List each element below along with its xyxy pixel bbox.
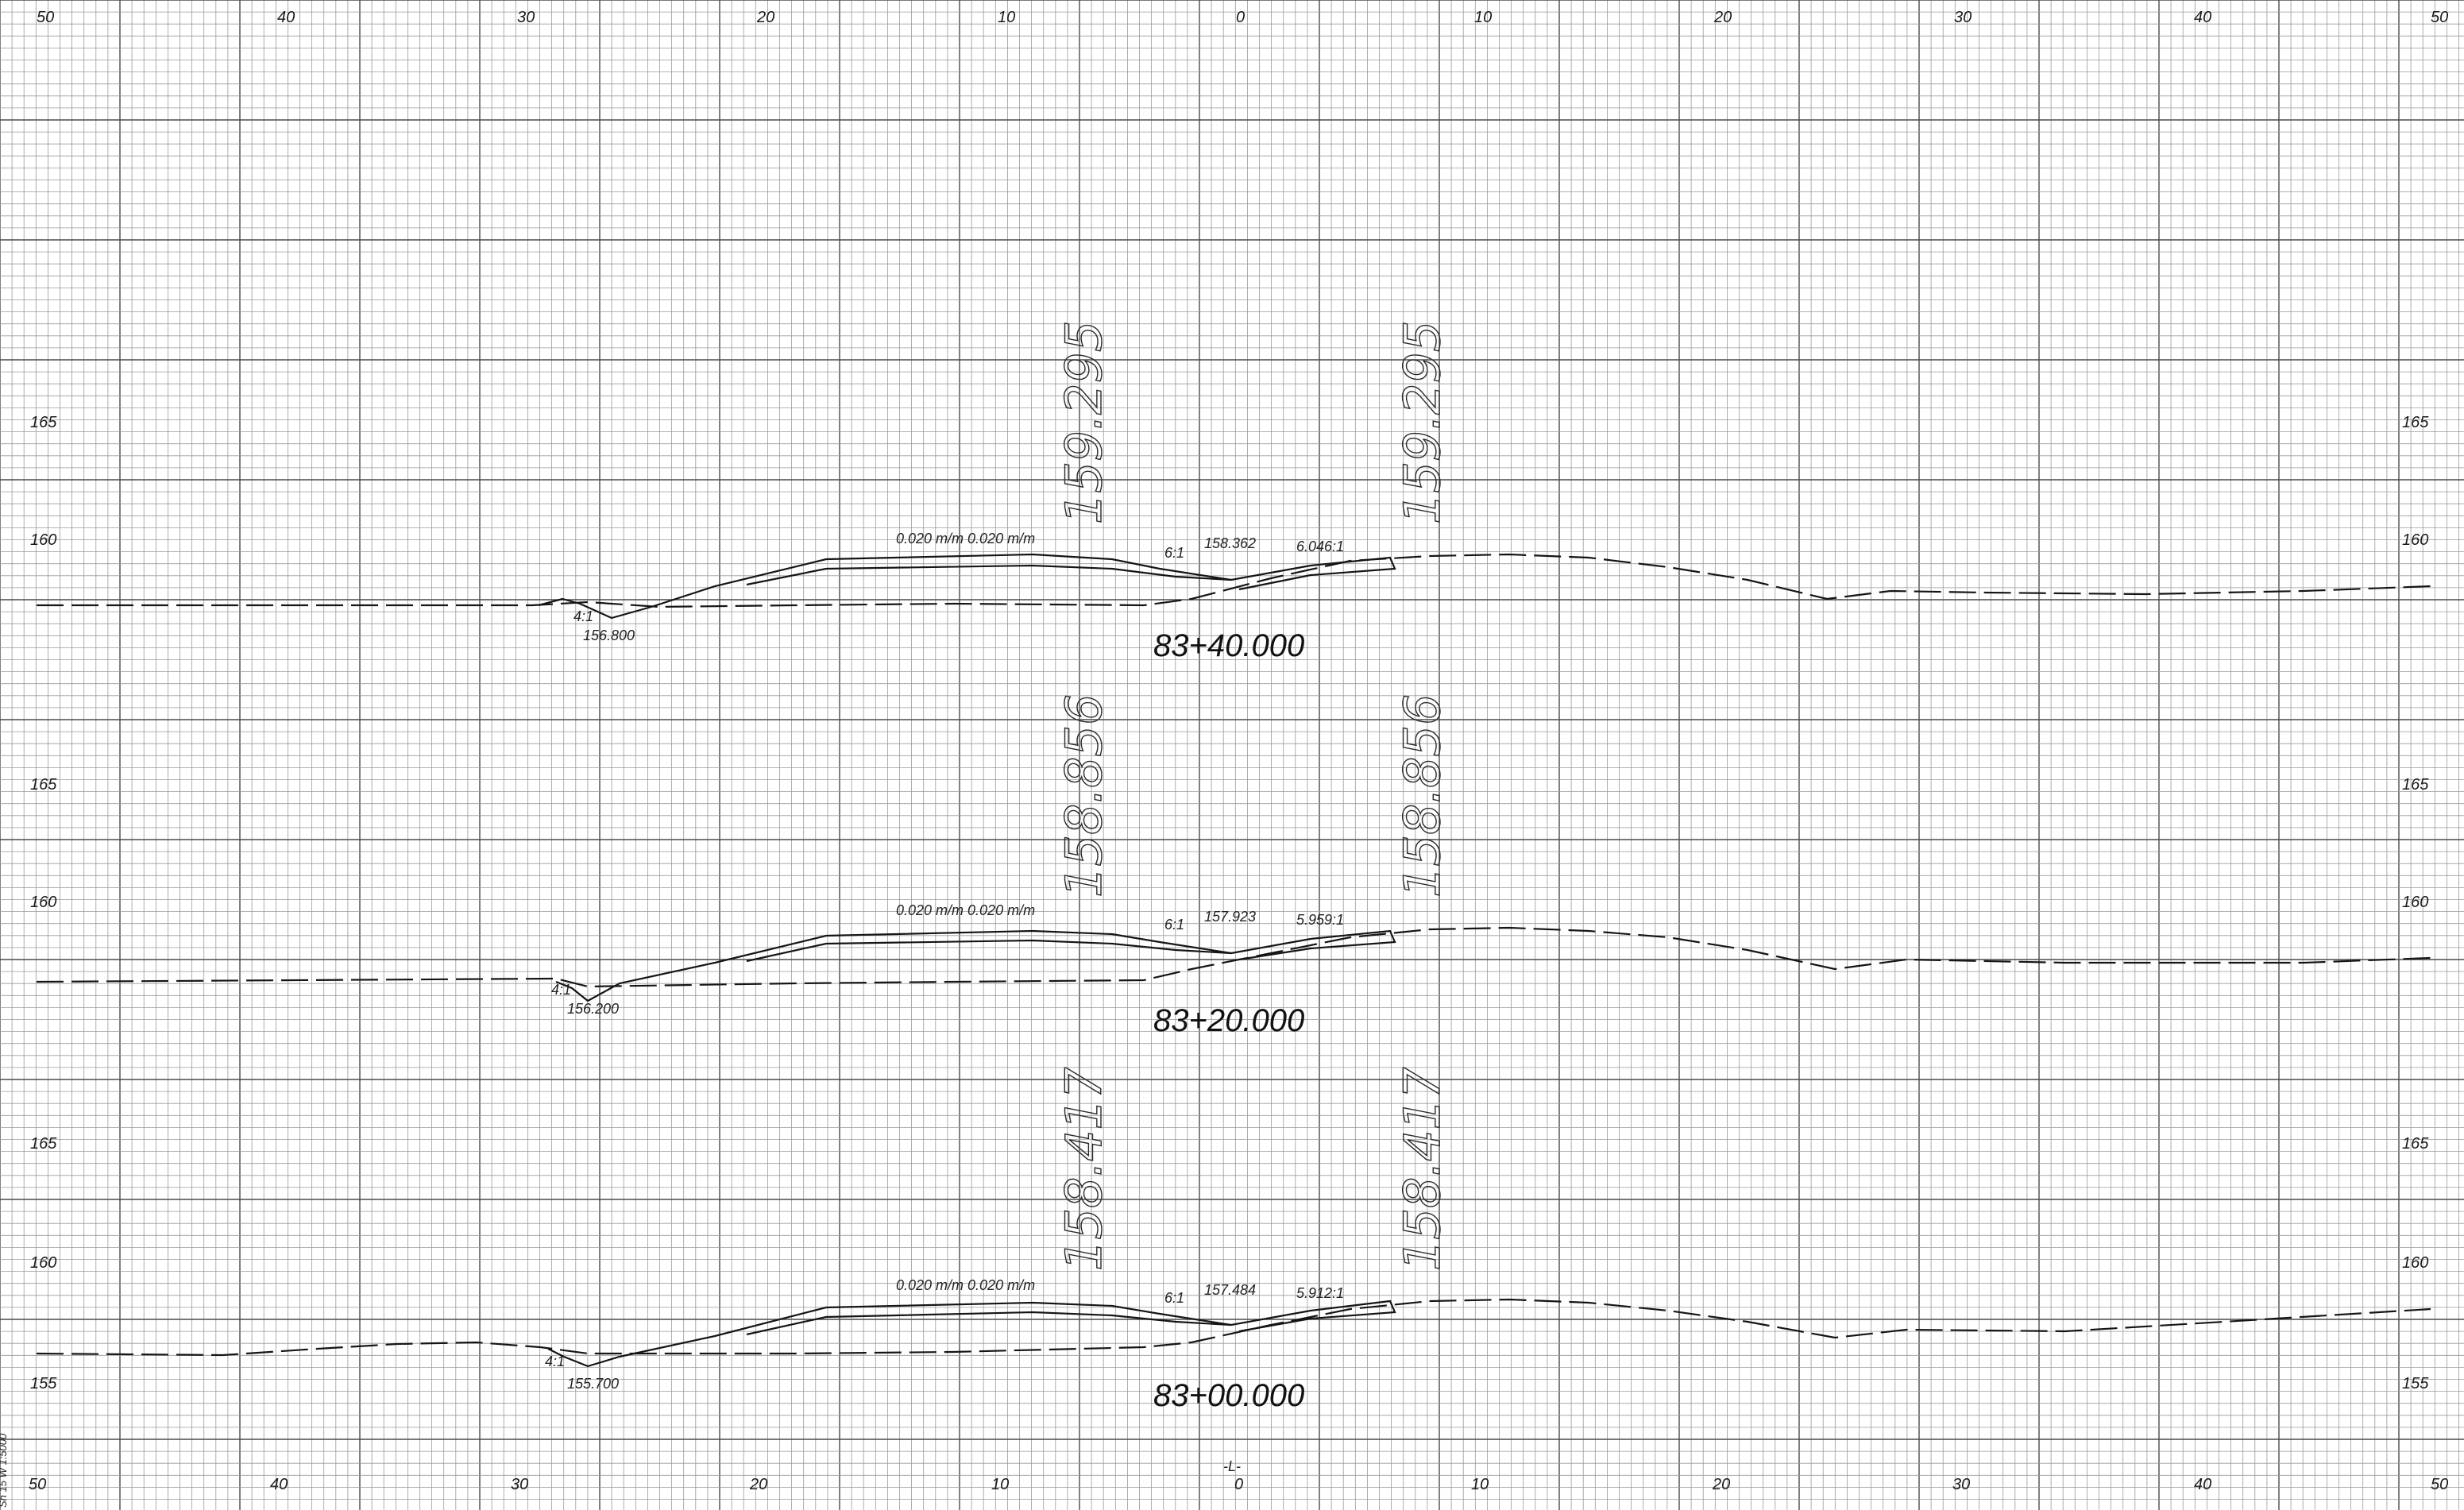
toe-slope: 4:1 xyxy=(551,982,571,998)
offset-label: 20 xyxy=(1712,1476,1730,1493)
section-83-20: 165 160 165 160 158.856 158.856 0.020 m/… xyxy=(30,693,2431,1038)
finished-grade-elevation: 157.484 xyxy=(1204,1282,1256,1298)
left-ditch-slope: 6:1 xyxy=(1164,545,1184,561)
cross-slope-note: 0.020 m/m 0.020 m/m xyxy=(896,902,1035,918)
grade-elevation-right: 158.856 xyxy=(1393,694,1451,898)
offset-label: 10 xyxy=(991,1476,1009,1493)
grade-elevation-right: 159.295 xyxy=(1393,321,1451,524)
elevation-label-left: 160 xyxy=(30,894,56,911)
centerline-label: -L- xyxy=(1223,1458,1241,1474)
proposed-template-top xyxy=(746,1311,1232,1336)
elevation-label-right: 160 xyxy=(2402,1254,2428,1272)
right-ditch-slope: 6.046:1 xyxy=(1296,539,1344,554)
offset-label: 30 xyxy=(1952,1476,1970,1493)
elevation-label-left: 165 xyxy=(30,1135,57,1153)
offset-label: 40 xyxy=(270,1476,288,1493)
offset-label: 40 xyxy=(277,9,295,26)
elevation-label-left: 160 xyxy=(30,531,56,549)
proposed-template-outline xyxy=(547,1300,1396,1368)
offset-label: 40 xyxy=(2194,1476,2211,1493)
toe-slope: 4:1 xyxy=(574,608,593,624)
offset-label: 20 xyxy=(756,9,774,26)
toe-slope: 4:1 xyxy=(545,1354,565,1369)
finished-grade-elevation: 157.923 xyxy=(1204,909,1256,925)
cross-slope-note: 0.020 m/m 0.020 m/m xyxy=(896,531,1035,546)
offset-label: 10 xyxy=(998,9,1015,26)
proposed-template-outline xyxy=(555,929,1396,1002)
proposed-template-top xyxy=(746,564,1232,586)
side-note: Sh 15 W 1:5000 xyxy=(0,1433,9,1508)
offset-axis-top: 50 40 30 20 10 0 10 20 30 40 50 xyxy=(37,9,2448,26)
grade-elevation-right: 158.417 xyxy=(1393,1068,1451,1271)
elevation-label-left: 155 xyxy=(30,1375,57,1392)
offset-label: 40 xyxy=(2194,9,2211,26)
right-ditch-slope: 5.959:1 xyxy=(1296,912,1344,928)
low-point-elevation: 156.800 xyxy=(583,628,635,643)
elevation-label-right: 160 xyxy=(2402,894,2428,911)
grade-elevation-left: 159.295 xyxy=(1055,321,1113,524)
elevation-label-left: 160 xyxy=(30,1254,56,1272)
offset-label: 50 xyxy=(2431,1476,2448,1493)
offset-label: 30 xyxy=(1954,9,1972,26)
elevation-label-right: 165 xyxy=(2402,776,2429,794)
offset-label: 0 xyxy=(1236,9,1245,26)
left-ditch-slope: 6:1 xyxy=(1164,1290,1184,1306)
station-label: 83+00.000 xyxy=(1153,1378,1304,1413)
proposed-template-outline xyxy=(538,553,1396,620)
offset-label: 0 xyxy=(1234,1476,1243,1493)
section-83-00: 165 160 155 165 160 155 158.417 158.417 … xyxy=(30,1067,2431,1413)
elevation-label-right: 165 xyxy=(2402,1135,2429,1153)
elevation-label-right: 160 xyxy=(2402,531,2428,549)
finished-grade-elevation: 158.362 xyxy=(1204,535,1256,551)
elevation-label-right: 155 xyxy=(2402,1375,2429,1392)
low-point-elevation: 156.200 xyxy=(567,1001,619,1017)
offset-label: 10 xyxy=(1474,9,1492,26)
offset-label: 20 xyxy=(749,1476,767,1493)
section-83-40: 165 160 165 160 159.295 159.295 0.020 m/… xyxy=(30,320,2431,663)
offset-label: 30 xyxy=(511,1476,528,1493)
existing-ground-line xyxy=(36,926,2431,988)
cross-slope-note: 0.020 m/m 0.020 m/m xyxy=(896,1277,1035,1293)
grade-elevation-left: 158.417 xyxy=(1055,1068,1113,1271)
offset-label: 50 xyxy=(37,9,54,26)
station-label: 83+20.000 xyxy=(1153,1003,1304,1038)
offset-axis-bottom: 50 40 30 20 10 0 10 20 30 40 50 xyxy=(29,1476,2448,1493)
existing-ground-line xyxy=(37,553,2431,608)
proposed-template-top xyxy=(746,939,1232,963)
elevation-label-right: 165 xyxy=(2402,414,2429,431)
station-label: 83+40.000 xyxy=(1153,628,1304,663)
elevation-label-left: 165 xyxy=(30,776,57,794)
offset-label: 50 xyxy=(2431,9,2448,26)
elevation-label-left: 165 xyxy=(30,414,57,431)
low-point-elevation: 155.700 xyxy=(567,1376,619,1392)
offset-label: 50 xyxy=(29,1476,46,1493)
offset-label: 30 xyxy=(517,9,535,26)
grade-elevation-left: 158.856 xyxy=(1055,694,1113,898)
right-ditch-slope: 5.912:1 xyxy=(1296,1285,1344,1301)
offset-label: 10 xyxy=(1471,1476,1489,1493)
left-ditch-slope: 6:1 xyxy=(1164,917,1184,933)
offset-label: 20 xyxy=(1713,9,1732,26)
